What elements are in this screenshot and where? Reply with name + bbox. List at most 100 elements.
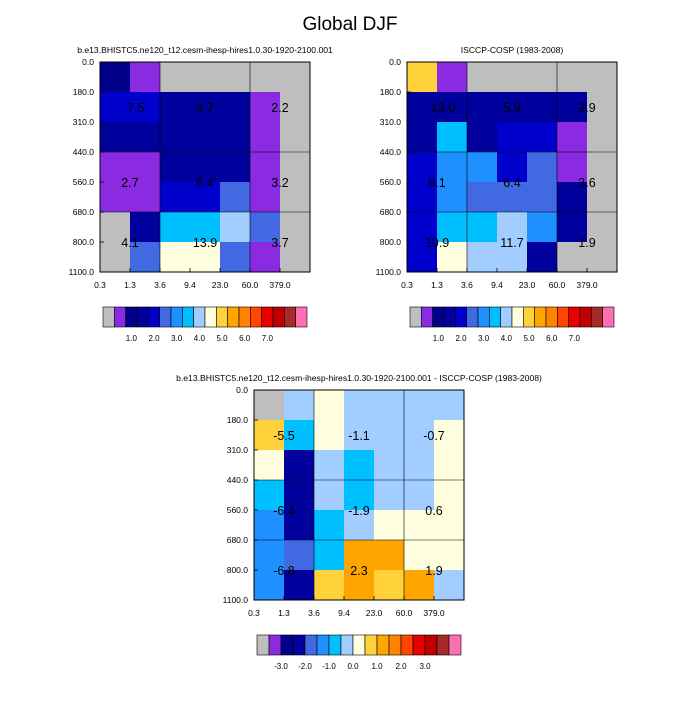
heatmap-cell [280, 182, 311, 213]
heatmap-cell [250, 212, 281, 243]
heatmap-cell [314, 390, 345, 421]
colorbar-swatch [304, 634, 318, 656]
x-tick-label: 0.3 [94, 280, 106, 290]
colorbar-swatch [591, 306, 603, 328]
colorbar-swatch [125, 306, 138, 328]
heatmap-cell [314, 480, 345, 511]
y-tick-label: 180.0 [227, 415, 249, 425]
colorbar-swatch [455, 306, 467, 328]
heatmap-cell [250, 122, 281, 153]
data-label: 7.5 [127, 101, 144, 115]
heatmap-cell [280, 122, 311, 153]
heatmap-cell [130, 62, 161, 93]
heatmap-cell [434, 570, 465, 601]
colorbar-swatch [295, 306, 308, 328]
x-tick-label: 23.0 [366, 608, 383, 618]
colorbar-label: 1.0 [126, 334, 138, 343]
colorbar-swatch [466, 306, 479, 328]
data-label: 4.1 [121, 236, 138, 250]
heatmap-cell [437, 122, 468, 153]
colorbar-label: 2.0 [455, 334, 467, 343]
heatmap-cell [374, 540, 405, 571]
x-tick-label: 0.3 [248, 608, 260, 618]
plot-frame [406, 61, 618, 273]
heatmap-cell [160, 92, 191, 123]
heatmap-cell [100, 62, 131, 93]
heatmap-cell [434, 540, 465, 571]
heatmap-cell [404, 540, 435, 571]
data-label: 3.2 [271, 176, 288, 190]
heatmap-cell [527, 92, 558, 123]
heatmap-cell [254, 540, 285, 571]
heatmap-cell [344, 450, 375, 481]
y-tick-label: 560.0 [73, 177, 95, 187]
heatmap-cell [497, 122, 528, 153]
x-tick-label: 60.0 [242, 280, 259, 290]
x-tick-label: 3.6 [461, 280, 473, 290]
heatmap-cell [160, 62, 191, 93]
y-tick-label: 680.0 [73, 207, 95, 217]
heatmap-cell [130, 122, 161, 153]
data-label: -5.5 [273, 429, 295, 443]
colorbar-label: -2.0 [298, 662, 312, 671]
colorbar-swatch [114, 306, 126, 328]
colorbar-swatch [579, 306, 592, 328]
colorbar-swatch [545, 306, 558, 328]
heatmap-cell [434, 420, 465, 451]
heatmap-cell [100, 92, 131, 123]
heatmap-cell [344, 540, 375, 571]
heatmap-cell [190, 152, 221, 183]
y-tick-label: 310.0 [73, 117, 95, 127]
heatmap-cell [467, 62, 498, 93]
colorbar-label: 4.0 [194, 334, 206, 343]
panel-title: b.e13.BHISTC5.ne120_t12.cesm-ihesp-hires… [77, 45, 333, 55]
y-tick-label: 440.0 [380, 147, 402, 157]
x-tick-label: 0.3 [401, 280, 413, 290]
heatmap-cell [527, 212, 558, 243]
data-label: -0.7 [423, 429, 445, 443]
heatmap-cell [557, 92, 588, 123]
heatmap-cell [314, 570, 345, 601]
colorbar-swatch [602, 306, 615, 328]
heatmap-cell [467, 242, 498, 273]
colorbar-swatch [148, 306, 160, 328]
heatmap-cell [314, 420, 345, 451]
colorbar: 1.0 2.0 3.0 4.0 5.0 6.0 7.0 [409, 306, 615, 343]
colorbar-swatch [261, 306, 274, 328]
colorbar-swatch [400, 634, 414, 656]
heatmap-cell [314, 450, 345, 481]
heatmap-cell [434, 390, 465, 421]
colorbar-swatch [557, 306, 569, 328]
heatmap-cell [434, 450, 465, 481]
y-tick-label: 180.0 [380, 87, 402, 97]
colorbar-swatch [102, 306, 115, 328]
heatmap-cell [374, 390, 405, 421]
y-tick-label: 680.0 [380, 207, 402, 217]
heatmap-cell [284, 480, 315, 511]
heatmap-cell [100, 212, 131, 243]
heatmap-cell [527, 152, 558, 183]
y-tick-label: 560.0 [227, 505, 249, 515]
heatmap-cell [190, 182, 221, 213]
heatmap-cell [284, 390, 315, 421]
data-label: -1.9 [348, 504, 370, 518]
heatmap-cell [160, 182, 191, 213]
heatmap-cell [220, 92, 251, 123]
heatmap-cell [527, 182, 558, 213]
data-label: -6.8 [273, 564, 295, 578]
data-label: 3.6 [578, 176, 595, 190]
heatmap-cell [254, 510, 285, 541]
y-tick-label: 440.0 [227, 475, 249, 485]
x-tick-label: 60.0 [396, 608, 413, 618]
colorbar-swatch [280, 634, 294, 656]
data-label: 6.4 [196, 176, 213, 190]
heatmap-cell [254, 570, 285, 601]
heatmap-cell [250, 152, 281, 183]
heatmap-cell [407, 92, 438, 123]
heatmap-cell [407, 242, 438, 273]
x-tick-label: 379.0 [423, 608, 445, 618]
heatmap-cell [130, 152, 161, 183]
heatmap-cell [160, 122, 191, 153]
data-label: 13.9 [193, 236, 217, 250]
